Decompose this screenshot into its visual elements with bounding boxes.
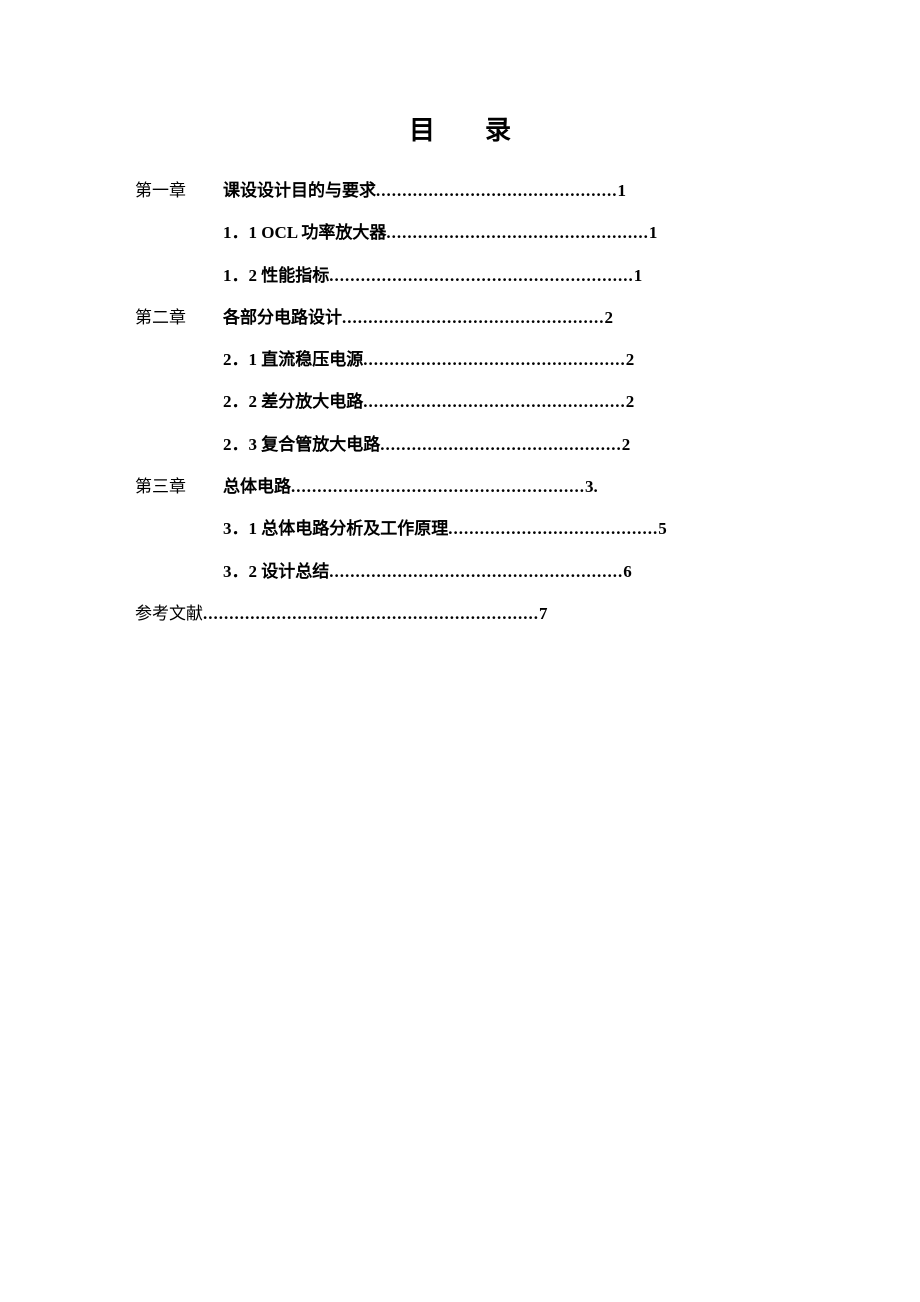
page-number: 3. — [585, 471, 598, 503]
toc-entry: 2．1 直流稳压电源..............................… — [135, 344, 785, 376]
toc-page: 目录 第一章课设设计目的与要求.........................… — [0, 0, 920, 630]
references-page: 7 — [539, 598, 548, 630]
entry-text: 2．2 差分放大电路 — [223, 386, 363, 418]
leader-dots: ........................................… — [329, 260, 634, 292]
toc-entry: 第三章总体电路.................................… — [135, 471, 785, 503]
entry-body: 2．2 差分放大电路..............................… — [223, 386, 785, 418]
page-number: 2 — [626, 386, 635, 418]
chapter-label: 第一章 — [135, 175, 223, 207]
toc-entry: 第一章课设设计目的与要求............................… — [135, 175, 785, 207]
entry-text: 1．2 性能指标 — [223, 260, 329, 292]
toc-entry: 1．2 性能指标................................… — [135, 260, 785, 292]
entry-body: 3．1 总体电路分析及工作原理.........................… — [223, 513, 785, 545]
toc-entry: 第二章各部分电路设计..............................… — [135, 302, 785, 334]
entry-body: 1．2 性能指标................................… — [223, 260, 785, 292]
references-leader: ........................................… — [203, 598, 539, 630]
entry-body: 2．3 复合管放大电路.............................… — [223, 429, 785, 461]
references-label: 参考文献 — [135, 598, 203, 630]
page-number: 1 — [634, 260, 643, 292]
chapter-label: 第三章 — [135, 471, 223, 503]
entry-body: 2．1 直流稳压电源..............................… — [223, 344, 785, 376]
leader-dots: ........................................… — [380, 429, 622, 461]
toc-entry: 3．2 设计总结................................… — [135, 556, 785, 588]
page-number: 1 — [649, 217, 658, 249]
page-number: 2 — [605, 302, 614, 334]
entry-text: 总体电路 — [223, 471, 291, 503]
toc-entry: 2．3 复合管放大电路.............................… — [135, 429, 785, 461]
page-number: 2 — [622, 429, 631, 461]
entry-body: 总体电路....................................… — [223, 471, 785, 503]
entry-body: 1．1 OCL 功率放大器...........................… — [223, 217, 785, 249]
entry-body: 课设设计目的与要求...............................… — [223, 175, 785, 207]
page-number: 5 — [658, 513, 667, 545]
leader-dots: ........................................… — [363, 344, 626, 376]
title-char-2: 录 — [485, 116, 511, 145]
entry-text: 3．1 总体电路分析及工作原理 — [223, 513, 448, 545]
chapter-label: 第二章 — [135, 302, 223, 334]
page-number: 2 — [626, 344, 635, 376]
toc-entry: 3．1 总体电路分析及工作原理.........................… — [135, 513, 785, 545]
toc-title: 目录 — [135, 110, 785, 147]
entry-body: 3．2 设计总结................................… — [223, 556, 785, 588]
leader-dots: ........................................… — [342, 302, 605, 334]
toc-entry: 1．1 OCL 功率放大器...........................… — [135, 217, 785, 249]
leader-dots: ........................................ — [448, 513, 658, 545]
toc-body: 第一章课设设计目的与要求............................… — [135, 175, 785, 588]
leader-dots: ........................................… — [329, 556, 623, 588]
entry-text: 2．1 直流稳压电源 — [223, 344, 363, 376]
entry-text: 课设设计目的与要求 — [223, 175, 376, 207]
title-char-1: 目 — [409, 116, 435, 145]
leader-dots: ........................................… — [386, 217, 649, 249]
leader-dots: ........................................… — [376, 175, 618, 207]
toc-entry: 2．2 差分放大电路..............................… — [135, 386, 785, 418]
leader-dots: ........................................… — [291, 471, 585, 503]
entry-text: 各部分电路设计 — [223, 302, 342, 334]
leader-dots: ........................................… — [363, 386, 626, 418]
page-number: 6 — [623, 556, 632, 588]
references-row: 参考文献 ...................................… — [135, 598, 785, 630]
entry-body: 各部分电路设计.................................… — [223, 302, 785, 334]
entry-text: 2．3 复合管放大电路 — [223, 429, 380, 461]
entry-text: 3．2 设计总结 — [223, 556, 329, 588]
page-number: 1 — [618, 175, 627, 207]
entry-text: 1．1 OCL 功率放大器 — [223, 217, 386, 249]
